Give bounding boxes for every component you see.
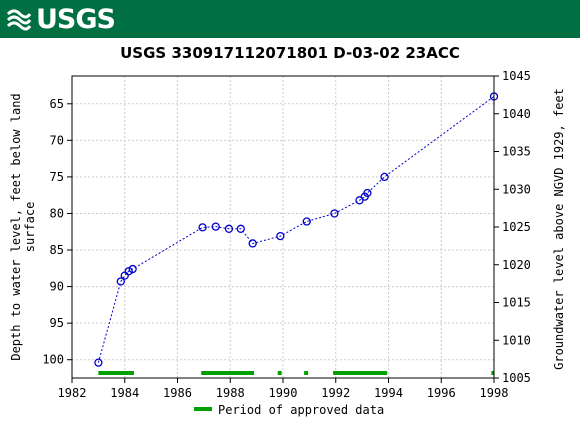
legend: Period of approved data <box>194 403 384 417</box>
x-tick-label: 1994 <box>374 386 403 400</box>
data-point <box>128 264 137 274</box>
x-tick-label: 1982 <box>58 386 87 400</box>
data-point <box>302 217 311 226</box>
approved-period-bar <box>277 371 282 375</box>
legend-label: Period of approved data <box>218 403 384 417</box>
x-tick-label: 1998 <box>480 386 509 400</box>
legend-swatch <box>194 407 212 411</box>
right-y-tick-label: 1045 <box>502 69 531 83</box>
x-tick-label: 1990 <box>269 386 298 400</box>
left-axis-label: Depth to water level, feet below landsur… <box>9 93 37 360</box>
grid-lines <box>71 76 495 378</box>
usgs-logo[interactable]: USGS <box>6 3 116 35</box>
data-point <box>211 222 220 231</box>
data-point <box>198 223 207 232</box>
data-series <box>94 92 499 367</box>
left-y-tick-label: 90 <box>50 280 64 294</box>
right-y-tick-label: 1005 <box>502 371 531 385</box>
x-tick-label: 1986 <box>163 386 192 400</box>
approved-period-bar <box>98 371 134 375</box>
data-point <box>236 224 245 233</box>
left-y-tick-label: 80 <box>50 206 64 220</box>
x-tick-label: 1984 <box>110 386 139 400</box>
x-tick-label: 1992 <box>321 386 350 400</box>
data-point <box>248 239 257 248</box>
left-y-tick-label: 100 <box>42 353 64 367</box>
right-y-tick-label: 1040 <box>502 107 531 121</box>
data-point <box>380 172 389 182</box>
x-tick-label: 1996 <box>427 386 456 400</box>
right-y-tick-label: 1025 <box>502 220 531 234</box>
series-line <box>97 96 495 363</box>
right-y-tick-label: 1035 <box>502 145 531 159</box>
left-y-tick-label: 85 <box>50 243 64 257</box>
data-point <box>224 224 234 233</box>
left-y-tick-label: 95 <box>50 316 64 330</box>
approved-period-bars <box>98 371 495 375</box>
usgs-banner: USGS <box>0 0 580 38</box>
left-y-tick-label: 70 <box>50 133 64 147</box>
left-y-tick-label: 65 <box>50 97 64 111</box>
data-point <box>330 209 339 218</box>
x-tick-label: 1988 <box>216 386 245 400</box>
approved-period-bar <box>333 371 388 375</box>
right-y-tick-label: 1010 <box>502 333 531 347</box>
right-y-tick-label: 1020 <box>502 258 531 272</box>
data-point <box>94 358 103 367</box>
data-point <box>363 188 372 198</box>
approved-period-bar <box>201 371 254 375</box>
left-y-axis: 65 70 75 80 85 90 95 100 <box>42 97 72 367</box>
usgs-wave-icon <box>6 6 32 32</box>
right-axis-label: Groundwater level above NGVD 1929, feet <box>552 88 566 370</box>
approved-period-bar <box>304 371 309 375</box>
left-y-tick-label: 75 <box>50 170 64 184</box>
data-point <box>116 277 125 286</box>
data-point <box>124 267 133 276</box>
chart-title: USGS 330917112071801 D-03-02 23ACC <box>120 44 460 62</box>
right-y-tick-label: 1030 <box>502 182 531 196</box>
right-y-tick-label: 1015 <box>502 296 531 310</box>
data-point <box>276 231 285 241</box>
right-y-axis: 1005 1010 1015 1020 1025 1030 1035 1040 1045 <box>494 69 531 385</box>
x-axis: 1982 1984 1986 1988 1990 1992 1994 1996 1998 <box>58 378 509 400</box>
approved-period-bar <box>491 371 495 375</box>
usgs-logo-text: USGS <box>36 3 116 35</box>
